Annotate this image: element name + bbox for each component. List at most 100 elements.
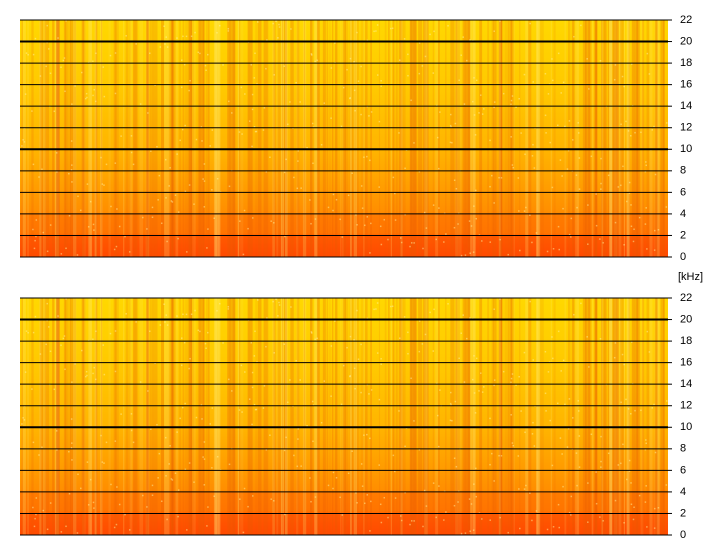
texture-speck	[438, 445, 440, 448]
texture-speck	[570, 495, 573, 498]
texture-stripe	[197, 298, 202, 535]
texture-stripe	[398, 20, 402, 257]
texture-speck	[285, 158, 287, 161]
texture-speck	[27, 53, 29, 56]
texture-speck	[599, 516, 601, 518]
texture-speck	[60, 531, 63, 533]
texture-speck	[248, 398, 251, 400]
texture-stripe	[649, 20, 653, 257]
texture-speck	[421, 343, 424, 345]
texture-stripe	[536, 20, 539, 257]
texture-speck	[251, 217, 254, 219]
texture-stripe	[462, 298, 467, 535]
texture-speck	[380, 85, 382, 87]
texture-stripe	[133, 298, 136, 535]
texture-stripe	[398, 298, 402, 535]
texture-stripe	[432, 20, 434, 257]
texture-speck	[665, 206, 668, 208]
texture-stripe	[609, 20, 613, 257]
texture-stripe	[536, 20, 539, 257]
texture-stripe	[409, 20, 414, 257]
texture-stripe	[637, 298, 640, 535]
texture-stripe	[272, 20, 275, 257]
texture-speck	[166, 46, 169, 48]
texture-speck	[330, 395, 332, 397]
texture-stripe	[350, 298, 352, 535]
texture-stripe	[456, 20, 460, 257]
texture-speck	[449, 141, 452, 144]
texture-speck	[197, 329, 200, 332]
texture-stripe	[255, 298, 258, 535]
texture-speck	[165, 36, 167, 38]
texture-speck	[587, 521, 589, 523]
texture-speck	[468, 220, 471, 222]
texture-stripe	[536, 298, 539, 535]
texture-stripe	[44, 20, 47, 257]
texture-stripe	[354, 20, 357, 257]
texture-speck	[360, 65, 362, 68]
texture-stripe	[168, 298, 170, 535]
texture-speck	[195, 138, 198, 141]
texture-stripe	[568, 20, 571, 257]
texture-speck	[32, 163, 35, 166]
texture-stripe	[492, 20, 497, 257]
texture-speck	[398, 59, 401, 61]
texture-speck	[177, 489, 180, 491]
texture-speck	[176, 153, 178, 155]
texture-speck	[283, 65, 286, 67]
texture-stripe	[114, 298, 118, 535]
texture-speck	[475, 495, 478, 498]
texture-speck	[531, 433, 534, 435]
texture-speck	[512, 166, 515, 169]
texture-speck	[524, 153, 526, 156]
texture-stripe	[281, 298, 283, 535]
texture-speck	[314, 218, 317, 220]
texture-stripe	[247, 298, 250, 535]
texture-stripe	[525, 20, 529, 257]
texture-speck	[340, 403, 343, 406]
texture-stripe	[82, 298, 86, 535]
texture-stripe	[54, 298, 59, 535]
texture-speck	[135, 43, 137, 45]
texture-speck	[489, 241, 491, 243]
texture-speck	[400, 237, 402, 239]
texture-stripe	[255, 20, 258, 257]
texture-speck	[436, 136, 439, 139]
texture-speck	[360, 463, 363, 465]
texture-speck	[654, 451, 657, 454]
texture-speck	[410, 242, 413, 244]
texture-speck	[299, 379, 301, 381]
texture-speck	[578, 157, 581, 159]
texture-speck	[378, 398, 381, 401]
texture-speck	[93, 366, 96, 369]
texture-stripe	[584, 298, 588, 535]
texture-speck	[369, 437, 371, 440]
texture-speck	[646, 52, 649, 55]
texture-speck	[71, 103, 73, 105]
texture-speck	[68, 492, 71, 495]
texture-stripe	[413, 20, 417, 257]
texture-speck	[57, 315, 59, 317]
texture-speck	[335, 476, 338, 479]
texture-speck	[588, 88, 590, 90]
texture-speck	[53, 110, 56, 113]
texture-stripe	[342, 20, 344, 257]
texture-speck	[86, 96, 88, 99]
texture-stripe	[409, 298, 413, 535]
texture-speck	[483, 108, 485, 110]
texture-speck	[403, 38, 406, 40]
texture-speck	[519, 527, 521, 530]
texture-stripe	[238, 298, 240, 535]
texture-stripe	[100, 20, 103, 257]
texture-stripe	[267, 298, 269, 535]
texture-speck	[60, 344, 62, 346]
texture-stripe	[310, 20, 313, 257]
texture-stripe	[633, 20, 637, 257]
texture-speck	[502, 92, 505, 95]
texture-speck	[568, 398, 571, 400]
texture-stripe	[585, 298, 587, 535]
texture-speck	[216, 32, 218, 34]
texture-speck	[366, 494, 369, 496]
texture-speck	[510, 414, 512, 416]
texture-speck	[578, 188, 581, 190]
